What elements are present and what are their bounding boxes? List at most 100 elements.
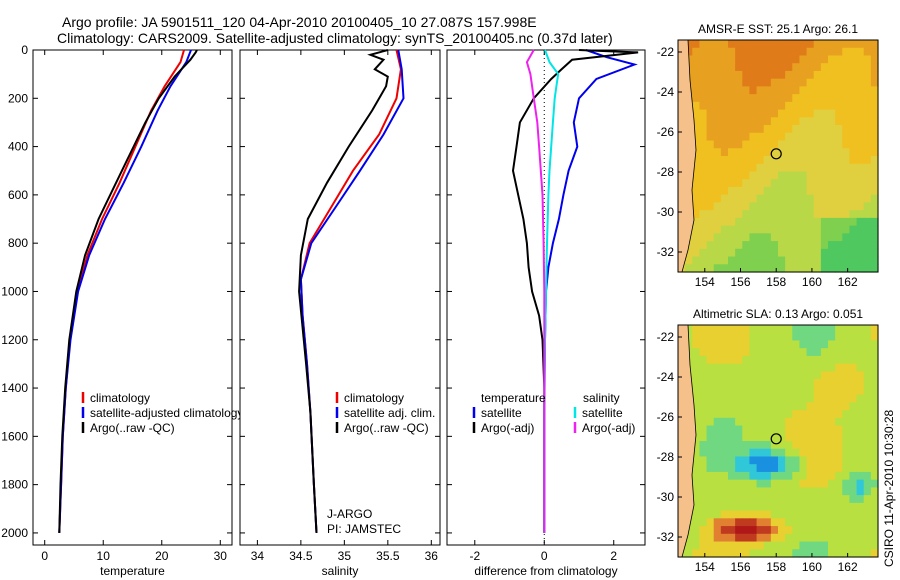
map-cell (813, 264, 822, 273)
map-cell (828, 179, 836, 188)
map-cell (785, 148, 793, 157)
map-cell (870, 363, 879, 372)
legend-label: Argo(-adj) (582, 421, 635, 435)
map-cell (835, 379, 843, 388)
map-cell (728, 264, 736, 273)
map-cell (713, 210, 722, 219)
map-cell (820, 202, 829, 211)
map-cell (856, 448, 865, 458)
map-cell (842, 371, 851, 380)
map-cell (856, 217, 865, 227)
map-cell (792, 533, 801, 543)
map-cell (842, 63, 851, 72)
map-cell (828, 433, 836, 442)
map-cell (728, 217, 736, 227)
map-cell (835, 78, 843, 87)
map-cell (806, 394, 815, 403)
map-cell (792, 47, 801, 57)
map-cell (728, 109, 736, 118)
map-cell (756, 394, 765, 403)
map-cell (870, 225, 879, 234)
map-y-tick-label: -22 (657, 330, 675, 344)
map-cell (770, 210, 779, 219)
map-cell (728, 417, 736, 427)
map-cell (706, 171, 715, 180)
map-cell (713, 487, 722, 496)
map-cell (799, 117, 808, 126)
map-cell (735, 210, 743, 219)
map-cell (792, 202, 801, 211)
map-cell (813, 541, 822, 550)
map-cell (713, 417, 722, 427)
map-cell (756, 47, 765, 57)
map-cell (692, 179, 701, 188)
map-cell (785, 410, 793, 419)
map-cell (692, 101, 701, 111)
map-cell (742, 363, 751, 372)
map-cell (820, 464, 829, 473)
map-cell (792, 441, 801, 450)
map-cell (742, 471, 751, 481)
map-cell (820, 109, 829, 118)
map-cell (778, 171, 786, 180)
map-cell (863, 502, 872, 512)
map-cell (849, 479, 858, 488)
map-cell (706, 371, 715, 380)
map-cell (699, 40, 708, 49)
map-cell (828, 541, 836, 550)
map-cell (742, 210, 751, 219)
map-cell (735, 217, 743, 227)
map-cell (706, 148, 715, 157)
map-x-tick-label: 156 (730, 275, 750, 289)
map-cell (835, 510, 843, 519)
map-cell (692, 163, 701, 173)
map-cell (720, 117, 729, 126)
map-cell (849, 86, 858, 95)
map-cell (720, 417, 729, 427)
map-cell (813, 86, 822, 95)
map-cell (735, 179, 743, 188)
map-cell (849, 549, 858, 558)
map-cell (835, 471, 843, 481)
map-cell (799, 179, 808, 188)
map-cell (756, 171, 765, 180)
map-cell (735, 202, 743, 211)
map-cell (720, 379, 729, 388)
map-cell (720, 448, 729, 458)
map-cell (785, 402, 793, 411)
map-cell (799, 233, 808, 242)
map-cell (699, 148, 708, 157)
map-cell (856, 386, 865, 396)
map-cell (870, 117, 879, 126)
map-cell (849, 394, 858, 403)
map-cell (842, 225, 851, 234)
map-cell (699, 386, 708, 396)
map-cell (699, 355, 708, 365)
map-cell (863, 340, 872, 349)
map-cell (792, 78, 801, 87)
map-cell (863, 394, 872, 403)
map-cell (720, 78, 729, 87)
map-cell (870, 402, 879, 411)
map-cell (763, 425, 772, 434)
map-cell (720, 386, 729, 396)
map-cell (756, 40, 765, 49)
map-cell (813, 55, 822, 64)
map-cell (863, 433, 872, 442)
map-cell (863, 471, 872, 481)
map-cell (870, 502, 879, 512)
map-cell (763, 371, 772, 380)
map-cell (749, 179, 758, 188)
map-cell (720, 502, 729, 512)
map-cell (763, 471, 772, 481)
map-cell (735, 502, 743, 512)
map-cell (756, 441, 765, 450)
legend-title-temperature: temperature (481, 391, 546, 405)
map-cell (806, 140, 815, 149)
map-cell (842, 163, 851, 173)
map-cell (849, 471, 858, 481)
map-cell (763, 210, 772, 219)
map-cell (770, 325, 779, 334)
map-cell (785, 348, 793, 357)
map-cell (699, 156, 708, 165)
